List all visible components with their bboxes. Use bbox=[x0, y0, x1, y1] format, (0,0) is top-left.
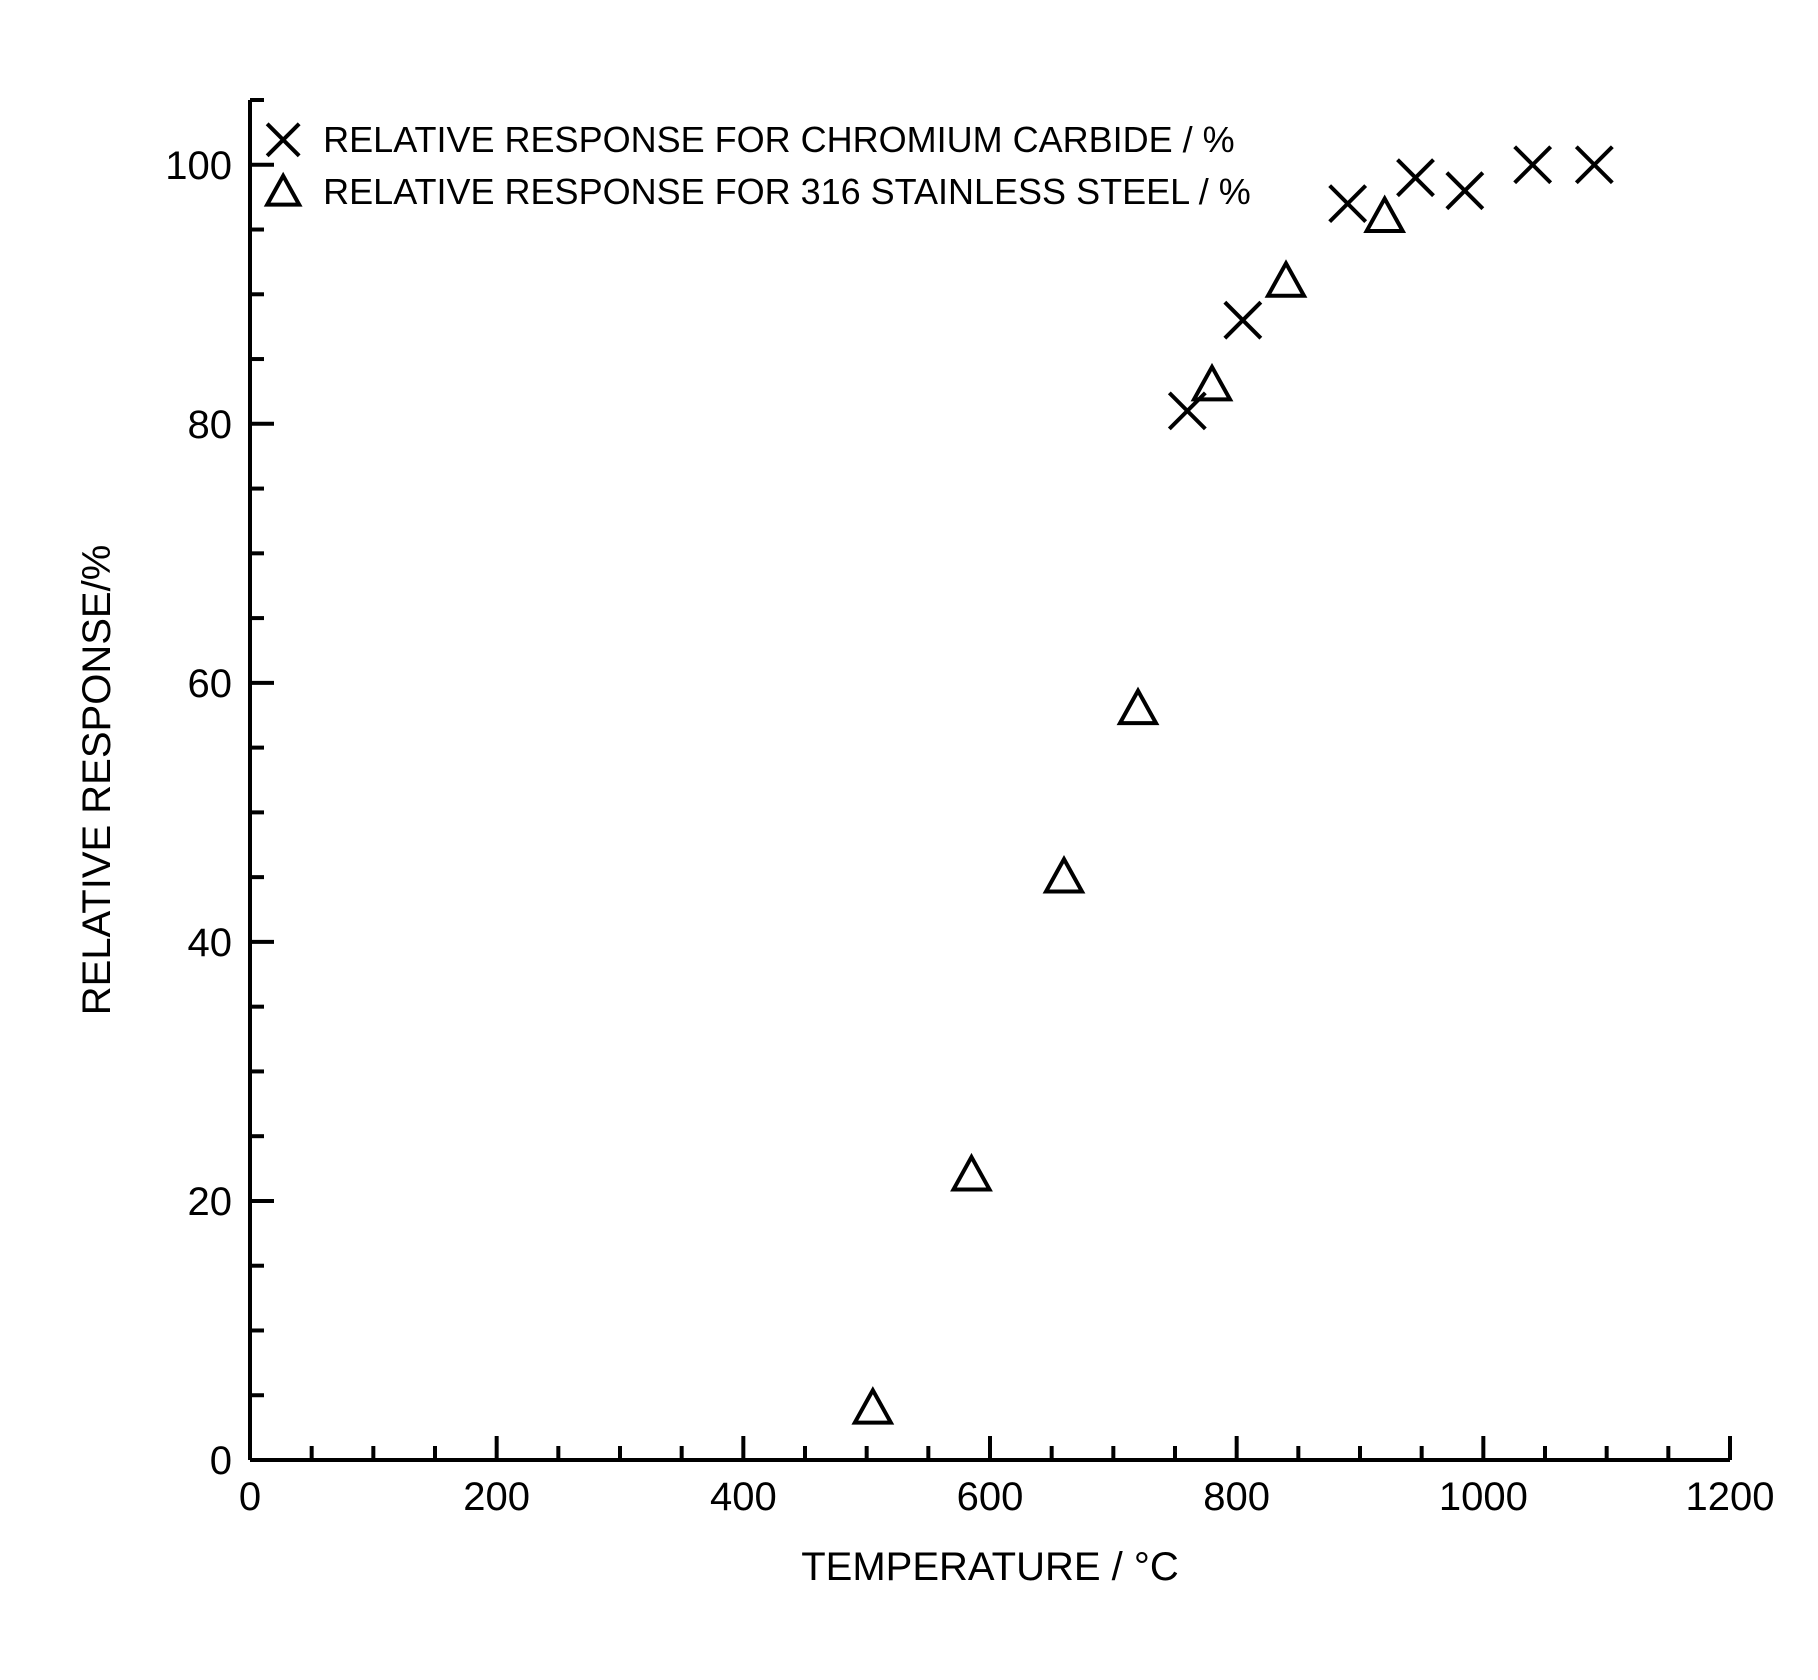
triangle-marker bbox=[1120, 691, 1156, 723]
x-axis-label: TEMPERATURE / °C bbox=[801, 1545, 1179, 1589]
y-tick-label: 80 bbox=[188, 403, 233, 447]
x-marker bbox=[1576, 147, 1612, 183]
y-tick-label: 60 bbox=[188, 662, 233, 706]
chart-svg: 0 200 400 600 800 1000 1200 0 20 40 60 80 100 TEMPERA… bbox=[0, 0, 1818, 1680]
legend-item-text: RELATIVE RESPONSE FOR CHROMIUM CARBIDE /… bbox=[323, 119, 1234, 160]
legend-item-text: RELATIVE RESPONSE FOR 316 STAINLESS STEE… bbox=[323, 171, 1251, 212]
x-marker bbox=[1330, 186, 1366, 222]
x-tick-label: 0 bbox=[239, 1475, 261, 1519]
triangle-marker bbox=[1194, 367, 1230, 399]
y-tick-label: 100 bbox=[165, 144, 232, 188]
series-stainless_316 bbox=[855, 199, 1403, 1423]
x-tick-label: 1200 bbox=[1686, 1475, 1775, 1519]
x-tick-label: 600 bbox=[957, 1475, 1024, 1519]
x-tick-label: 1000 bbox=[1439, 1475, 1528, 1519]
y-tick-label: 40 bbox=[188, 921, 233, 965]
triangle-marker bbox=[954, 1157, 990, 1189]
triangle-marker bbox=[1367, 199, 1403, 231]
triangle-marker bbox=[1046, 859, 1082, 891]
x-tick-label: 400 bbox=[710, 1475, 777, 1519]
x-marker bbox=[1225, 302, 1261, 338]
triangle-marker-legend bbox=[267, 176, 299, 205]
x-tick-label: 200 bbox=[463, 1475, 530, 1519]
y-tick-label: 0 bbox=[210, 1439, 232, 1483]
legend: RELATIVE RESPONSE FOR CHROMIUM CARBIDE /… bbox=[267, 119, 1251, 212]
y-tick-label: 20 bbox=[188, 1180, 233, 1224]
y-axis-label: RELATIVE RESPONSE/% bbox=[75, 545, 119, 1016]
chart-container: 0 200 400 600 800 1000 1200 0 20 40 60 80 100 TEMPERA… bbox=[0, 0, 1818, 1680]
triangle-marker bbox=[1268, 263, 1304, 295]
x-marker bbox=[1447, 173, 1483, 209]
x-tick-label: 800 bbox=[1203, 1475, 1270, 1519]
x-marker bbox=[1515, 147, 1551, 183]
triangle-marker bbox=[855, 1390, 891, 1422]
x-marker bbox=[1398, 160, 1434, 196]
x-marker-legend bbox=[267, 124, 299, 156]
